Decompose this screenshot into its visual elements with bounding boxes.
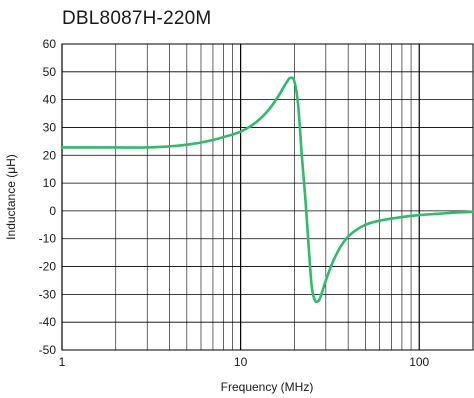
y-tick-label: 0 [49, 204, 56, 218]
minor-grid [115, 44, 474, 350]
y-tick-labels: -50 -40 -30 -20 -10 0 10 20 30 40 50 60 [39, 37, 57, 357]
y-tick-label: 40 [43, 93, 57, 107]
y-tick-label: 50 [43, 65, 57, 79]
y-tick-label: -10 [39, 232, 57, 246]
x-tick-label: 100 [409, 355, 429, 369]
y-tick-label: 10 [43, 176, 57, 190]
y-tick-label: -40 [39, 315, 57, 329]
x-tick-label: 1 [59, 355, 66, 369]
y-tick-label: 60 [43, 37, 57, 51]
y-tick-label: 30 [43, 120, 57, 134]
y-tick-label: 20 [43, 148, 57, 162]
chart-title: DBL8087H-220M [62, 8, 212, 29]
x-axis-label: Frequency (MHz) [221, 380, 314, 394]
series-group [60, 76, 474, 304]
y-tick-label: -30 [39, 287, 57, 301]
y-axis-label: Inductance (μH) [4, 154, 18, 240]
plot-background [62, 44, 473, 350]
plot-frame [61, 43, 474, 351]
x-tick-labels: 1 10 100 [59, 355, 430, 369]
x-tick-label: 10 [234, 355, 248, 369]
inductance-series-line [60, 76, 474, 304]
y-tick-label: -50 [39, 343, 57, 357]
y-tick-label: -20 [39, 260, 57, 274]
